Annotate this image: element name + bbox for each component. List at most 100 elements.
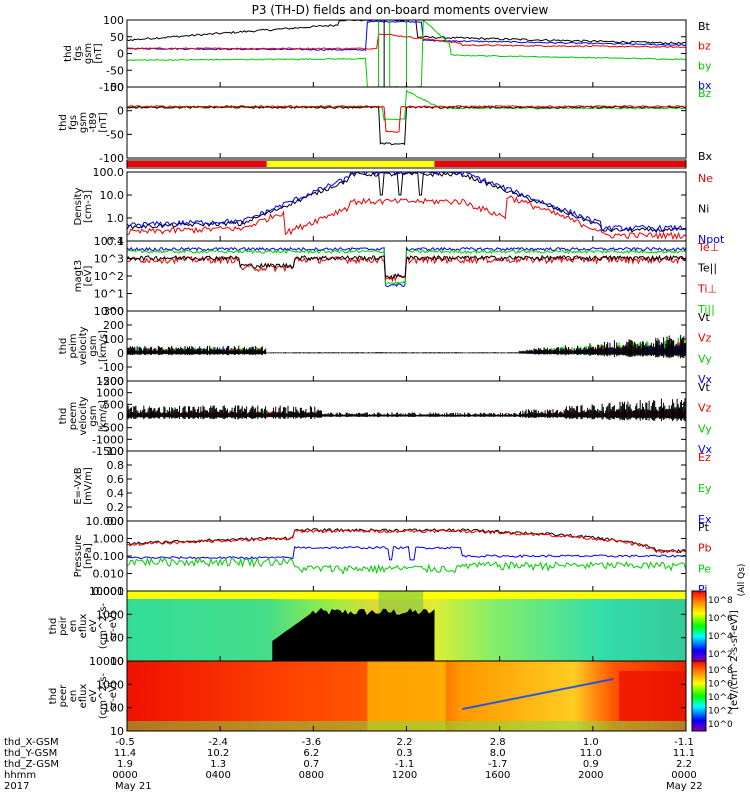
mode-bar-slow (127, 161, 267, 167)
peer-ylabel-line-0: thd (48, 688, 59, 705)
xtick-y-4: 8.0 (490, 748, 506, 759)
xtick-time-6: 0000 (671, 770, 696, 781)
te-perp-trace (126, 254, 687, 283)
efield-legend-0: Ez (698, 451, 711, 464)
pressure-ytick-label-1: 1.000 (93, 533, 125, 546)
xtick-z-3: -1.1 (395, 759, 415, 770)
peem-ytick-label-2: 500 (103, 398, 124, 411)
pe-trace (126, 557, 687, 575)
peir-ytick-label-0: 10000 (89, 585, 124, 598)
xtick-x-2: -3.6 (302, 737, 322, 748)
density-ytick-label-2: 1.0 (107, 212, 125, 225)
peer-ylabel-line-6: sr-eV) (108, 681, 119, 710)
xaxis-row-label-2: thd_Z-GSM (4, 759, 59, 770)
xtick-x-4: 2.8 (490, 737, 506, 748)
peer-ytick-label-2: 100 (103, 702, 124, 715)
temp-ytick-label-3: 10^1 (94, 288, 124, 301)
peir-ylabel-line-0: thd (48, 618, 59, 635)
xtick-z-6: 2.2 (676, 759, 692, 770)
fgs_t89-ytick-label-1: 0 (117, 105, 124, 118)
fgs-ytick-label-1: 50 (110, 31, 124, 44)
xtick-z-0: 1.9 (117, 759, 133, 770)
peem-legend-0: Vt (698, 381, 711, 394)
peem-ytick-label-1: 1000 (96, 387, 124, 400)
peim-vt-trace (126, 335, 687, 359)
peir-colorbar-tick-1: 10^6 (708, 614, 733, 624)
xtick-z-4: -1.7 (488, 759, 508, 770)
pressure-ytick-label-0: 10.000 (86, 515, 125, 528)
peim-ytick-label-4: -100 (99, 361, 124, 374)
peim-ytick-label-3: 0 (117, 347, 124, 360)
fgs-ylabel-line-2: gsm (83, 43, 94, 64)
peir-colorbar-tick-3: 10^2 (708, 650, 733, 660)
peir-ylabel-line-2: en (68, 620, 79, 633)
peim-legend-0: Vt (698, 311, 711, 324)
temp-legend-3: Ti|| (697, 303, 715, 316)
peir-ylabel-line-1: peir (58, 615, 69, 635)
peer-ylabel-line-4: eV (88, 689, 99, 702)
peir-black-gap (272, 608, 435, 661)
peer-colorbar-tick-4: 10^0 (708, 720, 733, 730)
peim-ylabel-line-4: [km/s] (98, 330, 109, 362)
peem-ylabel-line-3: gsm (88, 405, 99, 426)
pressure-legend-0: Pt (698, 521, 710, 534)
mode-bar-slow-2 (434, 161, 686, 167)
density-legend-1: Ni (698, 203, 709, 216)
xtick-date-6: May 22 (666, 781, 703, 792)
xtick-x-3: 2.2 (397, 737, 413, 748)
xaxis-row-label-1: thd_Y-GSM (4, 748, 57, 759)
xtick-z-2: 0.7 (303, 759, 319, 770)
spectrogram-layer (127, 591, 686, 731)
fgs_t89-ytick-label-2: -50 (106, 128, 124, 141)
pressure-ylabel-line-1: [nPa] (83, 543, 94, 569)
peer-ytick-label-0: 10000 (89, 655, 124, 668)
efield-ytick-label-4: 0.2 (107, 501, 125, 514)
mode-bar-frame (126, 159, 687, 169)
te-par-trace (126, 254, 687, 280)
by-model-residual (126, 105, 687, 133)
xtick-y-6: 11.1 (673, 748, 695, 759)
fgs-legend-0: Bt (698, 20, 711, 33)
ti-par-trace (126, 249, 687, 286)
temp-ytick-label-4: 10^0 (94, 305, 124, 318)
fgs-ytick-label-4: -100 (99, 81, 124, 94)
pressure-ytick-label-2: 0.100 (93, 550, 125, 563)
xtick-x-1: -2.4 (208, 737, 228, 748)
pt-trace (126, 528, 687, 554)
peem-ytick-label-5: -1000 (92, 433, 124, 446)
xtick-time-5: 2000 (578, 770, 603, 781)
peer-central-band (367, 661, 446, 731)
pressure-ytick-label-4: 0.001 (93, 585, 125, 598)
mode-bar-fast (266, 161, 435, 167)
fgs-legend-1: bz (698, 40, 711, 53)
xtick-time-0: 0000 (112, 770, 137, 781)
peem-ylabel-line-2: velocity (78, 396, 89, 435)
chart-title: P3 (TH-D) fields and on-board moments ov… (252, 3, 549, 17)
fgs-ylabel-line-0: thd (63, 45, 74, 62)
pressure-ytick-label-3: 0.010 (93, 568, 125, 581)
bx-model-residual (126, 105, 687, 146)
pressure-legend-2: Pe (698, 562, 711, 575)
temp-legend-0: Te⊥ (697, 241, 719, 254)
peem-ylabel-line-0: thd (58, 408, 69, 425)
temp-legend-2: Ti⊥ (697, 282, 717, 295)
peer-ylabel-line-1: peer (58, 684, 69, 708)
efield-ytick-label-1: 0.8 (107, 459, 125, 472)
fgs-legend-3: bx (698, 79, 712, 92)
efield-ytick-label-5: 0.0 (107, 515, 125, 528)
colorbar-label: [eV/(cm^2-s-sr-eV)] (729, 610, 740, 710)
peem-ytick-label-0: 1500 (96, 375, 124, 388)
peer-colorbar-tick-2: 10^4 (708, 693, 733, 703)
temp-ytick-label-1: 10^3 (94, 253, 124, 266)
efield-ytick-label-3: 0.4 (107, 487, 125, 500)
density-ylabel-line-0: Density (73, 187, 84, 225)
xtick-x-6: -1.1 (674, 737, 694, 748)
temp-ytick-label-0: 10^4 (94, 235, 124, 248)
peer-ylabel-line-3: eflux (78, 684, 89, 709)
peem-ytick-label-3: 0 (117, 410, 124, 423)
xtick-y-0: 11.4 (114, 748, 136, 759)
peir-colorbar-tick-0: 10^8 (708, 596, 733, 606)
peer-ytick-label-1: 1000 (96, 678, 124, 691)
efield-ylabel-line-0: E=-VxB (73, 467, 84, 504)
